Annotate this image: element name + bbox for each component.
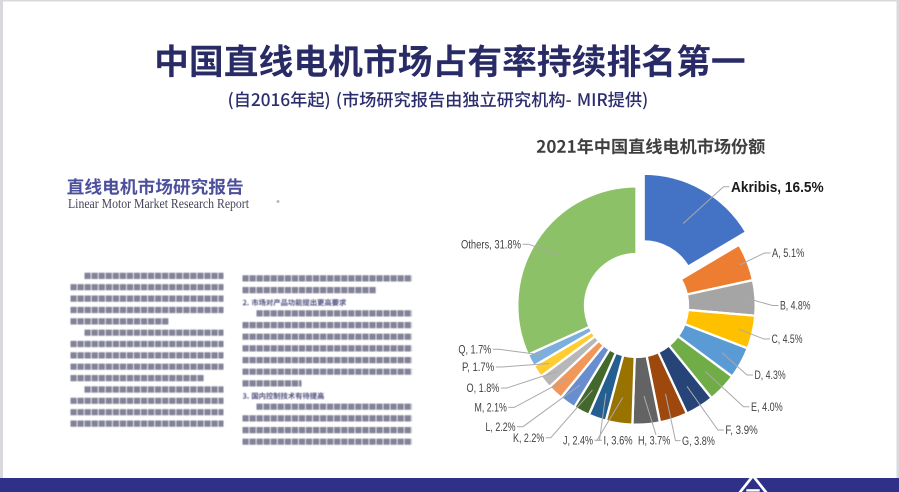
svg-text:E, 4.0%: E, 4.0%: [751, 402, 783, 414]
svg-text:B, 4.8%: B, 4.8%: [780, 301, 811, 313]
svg-text:F, 3.9%: F, 3.9%: [725, 425, 757, 437]
svg-text:P, 1.7%: P, 1.7%: [462, 362, 494, 374]
svg-text:J, 2.4%: J, 2.4%: [563, 436, 593, 448]
svg-text:O, 1.8%: O, 1.8%: [467, 383, 500, 395]
svg-text:D, 4.3%: D, 4.3%: [755, 370, 786, 382]
svg-text:H, 3.7%: H, 3.7%: [638, 436, 670, 448]
svg-text:M, 2.1%: M, 2.1%: [475, 403, 507, 415]
svg-text:Linear Motor Market Research R: Linear Motor Market Research Report: [68, 196, 249, 211]
svg-text:K, 2.2%: K, 2.2%: [513, 433, 544, 445]
svg-text:G, 3.8%: G, 3.8%: [682, 436, 715, 448]
svg-text:Q, 1.7%: Q, 1.7%: [458, 345, 491, 357]
svg-text:Akribis, 16.5%: Akribis, 16.5%: [731, 179, 824, 196]
svg-text:L, 2.2%: L, 2.2%: [486, 422, 516, 434]
svg-text:Others, 31.8%: Others, 31.8%: [461, 239, 521, 251]
svg-text:I, 3.6%: I, 3.6%: [604, 436, 633, 448]
svg-text:A, 5.1%: A, 5.1%: [772, 248, 804, 260]
svg-text:C, 4.5%: C, 4.5%: [772, 334, 803, 346]
